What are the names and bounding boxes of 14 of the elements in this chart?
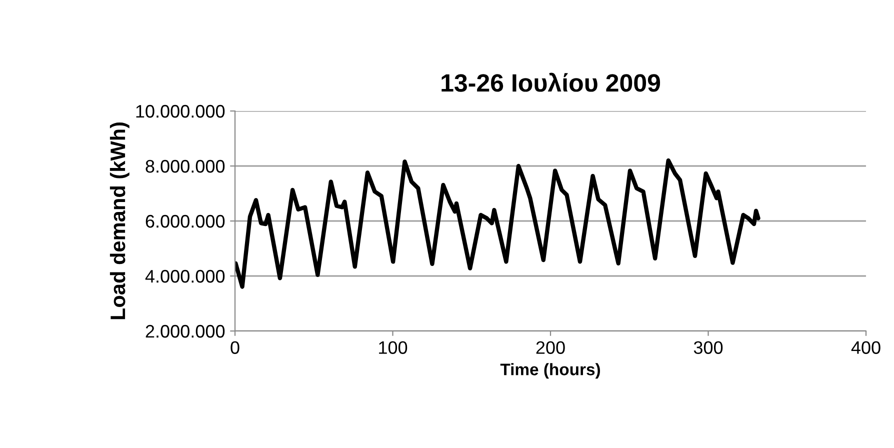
x-tick-label: 100: [379, 341, 408, 354]
x-tick-label: 200: [536, 341, 565, 354]
x-axis-title: Time (hours): [500, 363, 600, 379]
x-tick-label: 300: [694, 341, 723, 354]
y-tick-label: 4.000.000: [145, 270, 225, 283]
y-tick-label: 2.000.000: [146, 324, 225, 338]
x-tick-label: 0: [230, 341, 240, 354]
y-axis-title: Load demand (kWh): [110, 122, 130, 320]
y-tick-label: 6.000.000: [146, 214, 225, 228]
x-tick-label: 400: [851, 341, 880, 354]
y-tick-label: 8.000.000: [146, 160, 225, 173]
chart-title: 13-26 Ιουλίου 2009: [442, 72, 660, 92]
y-tick-label: 10.000.000: [136, 104, 225, 118]
line-series: [235, 158, 760, 289]
